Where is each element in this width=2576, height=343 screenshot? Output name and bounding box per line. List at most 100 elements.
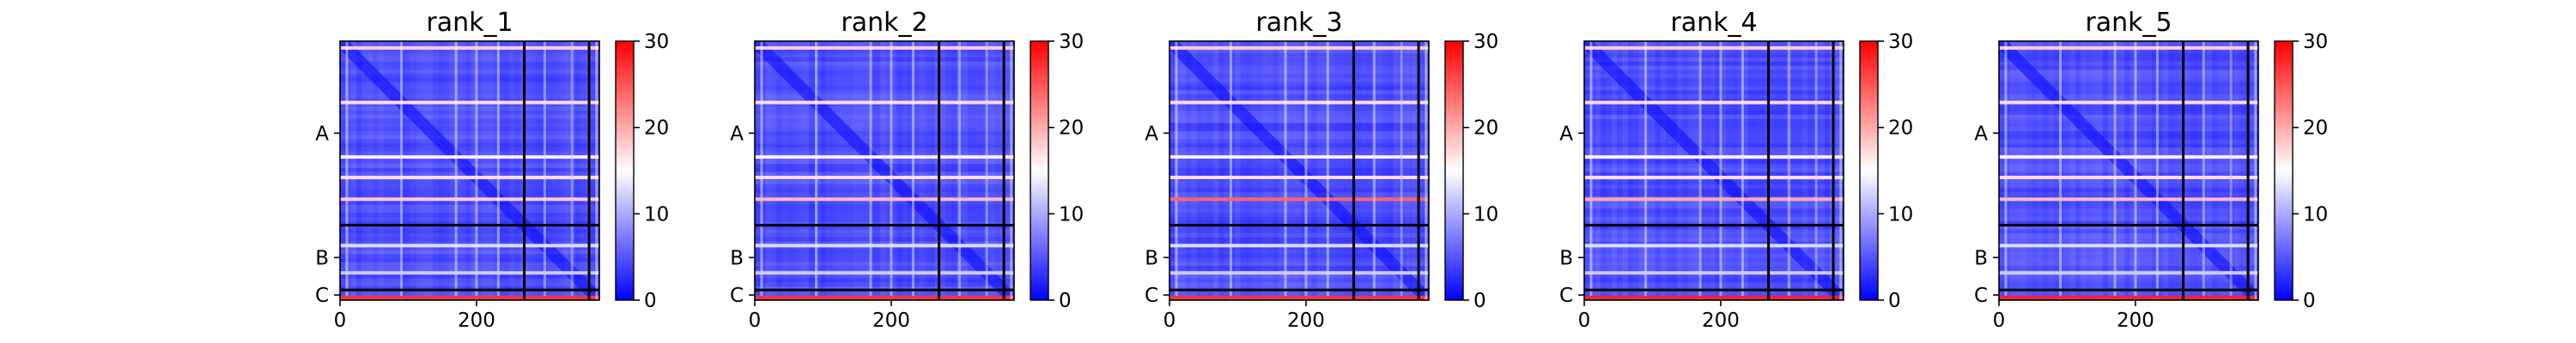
heatmap-stripe <box>1273 41 1279 300</box>
heatmap-stripe <box>1170 151 1429 156</box>
heatmap-stripe <box>340 262 599 267</box>
heatmap-stripe <box>755 118 1014 123</box>
heatmap-frame <box>1998 40 2259 301</box>
heatmap-stripe <box>1999 81 2258 87</box>
heatmap-row-band <box>1170 197 1429 202</box>
heatmap-stripe <box>1999 262 2258 267</box>
heatmap-stripe <box>340 69 599 75</box>
heatmap-stripe <box>1170 61 1429 66</box>
heatmap-stripe <box>1316 41 1323 300</box>
heatmap-stripe <box>1999 102 2258 107</box>
heatmap-stripe <box>787 41 793 300</box>
heatmap-stripe <box>591 41 597 300</box>
heatmap-stripe <box>1170 41 1429 45</box>
heatmap-stripe <box>519 41 526 300</box>
heatmap-stripe <box>1999 61 2258 66</box>
heatmap-row-band <box>1170 295 1429 299</box>
heatmap-stripe <box>433 41 439 300</box>
heatmap-col-band <box>1425 41 1428 300</box>
panel-title: rank_3 <box>1255 8 1342 38</box>
heatmap-stripe <box>2026 41 2032 300</box>
x-tick-label: 200 <box>458 310 495 332</box>
chain-label: B <box>730 247 744 269</box>
heatmap-stripe <box>345 41 351 300</box>
heatmap-row-band <box>1999 155 2258 159</box>
heatmap-stripe <box>1999 217 2258 221</box>
heatmap-stripe <box>1780 41 1787 300</box>
heatmap-stripe <box>340 151 599 156</box>
heatmap-stripe <box>804 41 810 300</box>
heatmap-stripe <box>1796 41 1803 300</box>
heatmap-stripe <box>2190 41 2196 300</box>
heatmap-stripe <box>1770 41 1776 300</box>
heatmap-stripe <box>1584 262 1844 267</box>
heatmap-stripe <box>1584 188 1844 193</box>
heatmap-stripe <box>755 233 1014 238</box>
heatmap-stripe <box>526 41 532 300</box>
heatmap-stripe <box>340 102 599 107</box>
heatmap-col-band <box>1814 41 1818 300</box>
heatmap-stripe <box>869 41 875 300</box>
heatmap-stripe <box>1999 208 2258 214</box>
heatmap-stripe <box>989 41 995 300</box>
heatmap-row-band <box>340 244 599 248</box>
heatmap-stripe <box>940 41 946 300</box>
heatmap-stripe <box>848 41 854 300</box>
heatmap-stripe <box>1584 250 1844 254</box>
heatmap-stripe <box>1170 184 1429 189</box>
heatmap-stripe <box>503 41 510 300</box>
heatmap-stripe <box>1170 282 1429 287</box>
heatmap-stripe <box>340 217 599 221</box>
heatmap-col-band <box>890 41 893 300</box>
heatmap-row-band <box>340 175 599 179</box>
heatmap-stripe <box>1999 220 2258 226</box>
heatmap-stripe <box>1791 41 1797 300</box>
heatmap-stripe <box>1655 41 1662 300</box>
heatmap-stripe <box>755 74 1014 78</box>
heatmap-stripe <box>1584 204 1844 209</box>
heatmap-stripe <box>454 41 460 300</box>
heatmap-stripe <box>755 262 1014 267</box>
heatmap-stripe <box>2086 41 2093 300</box>
heatmap-stripe <box>1170 266 1429 271</box>
heatmap-stripe <box>755 53 1014 58</box>
heatmap-row-band <box>755 244 1014 248</box>
heatmap-stripe <box>1425 41 1429 300</box>
heatmap-stripe <box>1584 41 1844 45</box>
heatmap-row-band <box>1584 155 1844 159</box>
heatmap-stripe <box>1170 159 1429 165</box>
heatmap-row-band <box>1584 175 1844 179</box>
heatmap-stripe <box>1584 225 1844 230</box>
heatmap-stripe <box>1584 106 1844 111</box>
colorbar-tick-label: 30 <box>644 31 669 53</box>
heatmap-col-band <box>1284 41 1287 300</box>
heatmap-stripe <box>2162 41 2169 300</box>
heatmap-row-band <box>755 295 1014 299</box>
heatmap-stripe <box>536 41 543 300</box>
heatmap-stripe <box>1999 53 2258 58</box>
heatmap-col-band <box>345 41 349 300</box>
heatmap-stripe <box>1584 102 1844 107</box>
heatmap-stripe <box>755 208 1014 214</box>
heatmap-stripe <box>547 41 553 300</box>
heatmap-stripe <box>896 41 902 300</box>
heatmap-stripe <box>482 41 488 300</box>
heatmap-stripe <box>1170 41 1176 300</box>
heatmap-stripe <box>1170 114 1429 119</box>
heatmap-stripe <box>1999 188 2258 193</box>
heatmap-stripe <box>1999 93 2258 99</box>
heatmap-stripe <box>422 41 428 300</box>
x-tick-label: 0 <box>1993 310 2006 332</box>
heatmap-stripe <box>755 135 1014 140</box>
heatmap-stripe <box>2206 41 2212 300</box>
heatmap-row-band <box>1170 155 1429 159</box>
heatmap-row-band <box>1584 244 1844 248</box>
heatmap-row-band <box>1170 244 1429 248</box>
heatmap-stripe <box>1170 188 1429 193</box>
heatmap-stripe <box>1376 41 1382 300</box>
heatmap-stripe <box>1584 229 1844 234</box>
heatmap-stripe <box>340 86 599 91</box>
heatmap-stripe <box>1170 233 1429 238</box>
